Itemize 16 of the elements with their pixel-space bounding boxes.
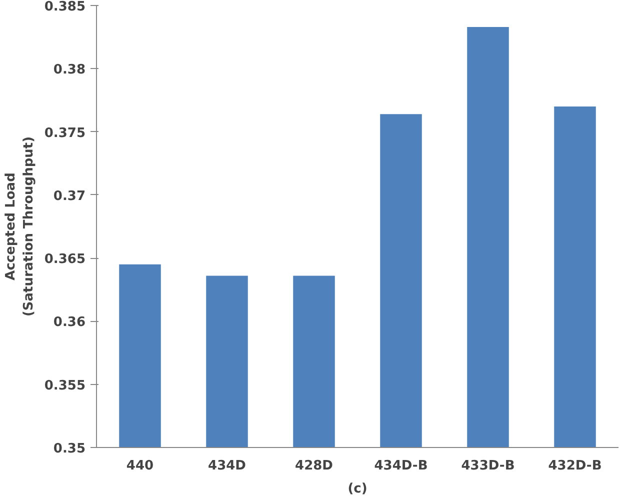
- x-tick-label: 432D-B: [548, 458, 602, 474]
- y-tick-label: 0.37: [53, 188, 86, 204]
- y-axis-title: Accepted Load (Saturation Throughput): [3, 136, 36, 317]
- y-tick-label: 0.385: [44, 0, 86, 14]
- x-tick-label: 428D: [295, 458, 334, 474]
- x-tick-label: 433D-B: [461, 458, 515, 474]
- x-tick-label: 434D: [208, 458, 246, 474]
- y-tick-label: 0.38: [53, 62, 86, 78]
- x-axis-title: (c): [348, 482, 368, 496]
- x-tick-label: 434D-B: [374, 458, 428, 474]
- y-tick-label: 0.36: [53, 315, 86, 330]
- x-tick-label: 440: [126, 458, 154, 474]
- y-tick-label: 0.375: [44, 126, 86, 141]
- y-tick-label: 0.355: [44, 378, 86, 394]
- y-tick-label: 0.35: [53, 442, 86, 456]
- y-tick-label: 0.365: [44, 252, 86, 268]
